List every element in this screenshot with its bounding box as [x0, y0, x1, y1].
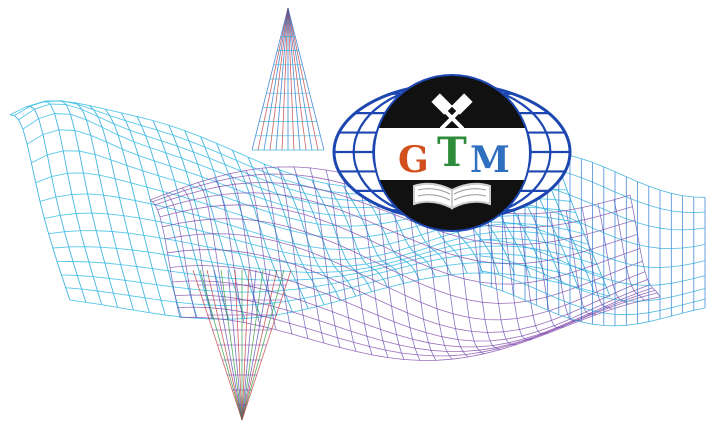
logo-letter-t: T [437, 129, 467, 176]
gtm-logo: G T M [332, 74, 572, 232]
spike-trough [192, 269, 292, 421]
spike-peak [251, 7, 325, 151]
open-book-icon [413, 182, 491, 210]
logo-letter-m: M [470, 139, 510, 181]
crossed-hammers-icon [431, 93, 473, 130]
emblem-band [374, 128, 530, 180]
logo-letter-g: G [398, 139, 429, 181]
wireframe-surface-right [479, 151, 706, 327]
